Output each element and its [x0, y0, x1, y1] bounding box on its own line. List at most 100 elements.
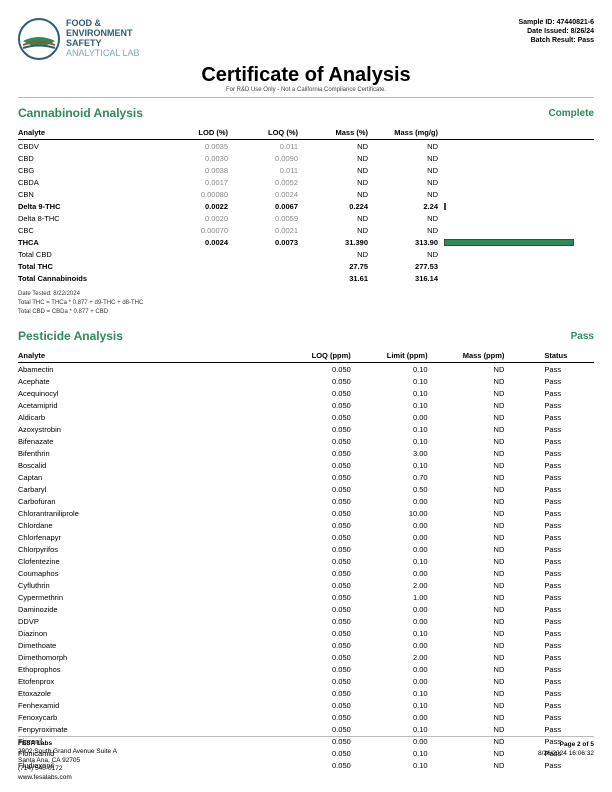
footer-addr2: Santa Ana, CA 92705 [18, 757, 117, 765]
cell: 0.00 [351, 531, 428, 543]
cell: 0.10 [351, 375, 428, 387]
cell: ND [428, 663, 505, 675]
cell: 0.00080 [158, 188, 228, 200]
col-header: LOQ (%) [228, 126, 298, 140]
table-row: Bifenthrin0.0503.00NDPass [18, 447, 594, 459]
cell: 0.0090 [228, 152, 298, 164]
cell: 277.53 [368, 260, 438, 272]
cell: Pass [504, 663, 594, 675]
cell: Carbofuran [18, 495, 274, 507]
cell: Pass [504, 651, 594, 663]
cell: 3.00 [351, 447, 428, 459]
cell: ND [428, 711, 505, 723]
table-row: Chlorantraniliprole0.05010.00NDPass [18, 507, 594, 519]
table-row: Diazinon0.0500.10NDPass [18, 627, 594, 639]
col-header: LOQ (ppm) [274, 349, 351, 363]
cell: 0.050 [274, 615, 351, 627]
cell: 0.0067 [228, 200, 298, 212]
page-subtitle: For R&D Use Only - Not a California Comp… [18, 87, 594, 93]
table-row: DDVP0.0500.00NDPass [18, 615, 594, 627]
cell: Pass [504, 423, 594, 435]
cell: Pass [504, 711, 594, 723]
cell: 0.00 [351, 603, 428, 615]
cell: Pass [504, 375, 594, 387]
cell: 0.050 [274, 723, 351, 735]
cell: 0.10 [351, 687, 428, 699]
table-row: Total Cannabinoids31.61316.14 [18, 272, 594, 284]
cell: CBDA [18, 176, 158, 188]
cell: 0.050 [274, 687, 351, 699]
col-header: Analyte [18, 126, 158, 140]
cell: 0.050 [274, 555, 351, 567]
table-row: Delta 8-THC0.00200.0059NDND [18, 212, 594, 224]
cell: 0.050 [274, 531, 351, 543]
cell: ND [368, 224, 438, 236]
cannabinoid-status: Complete [548, 108, 594, 119]
cell: 0.050 [274, 399, 351, 411]
cell: 0.050 [274, 603, 351, 615]
page-title: Certificate of Analysis [18, 64, 594, 87]
cell: ND [428, 687, 505, 699]
divider [18, 97, 594, 98]
cell: 0.00070 [158, 224, 228, 236]
cell: Acetamiprid [18, 399, 274, 411]
cell: 2.00 [351, 579, 428, 591]
cell: 31.390 [298, 236, 368, 248]
cell: Pass [504, 483, 594, 495]
cell: 0.70 [351, 471, 428, 483]
cell: Pass [504, 447, 594, 459]
cell: 0.0024 [158, 236, 228, 248]
cannabinoid-title: Cannabinoid Analysis [18, 106, 143, 120]
cell: Chlorfenapyr [18, 531, 274, 543]
footer-page: Page 2 of 5 [538, 740, 594, 749]
cell [158, 248, 228, 260]
cell: 0.050 [274, 483, 351, 495]
cell: Etofenprox [18, 675, 274, 687]
bar-cell [438, 200, 594, 212]
bar-cell [438, 140, 594, 153]
cell: ND [368, 248, 438, 260]
cell: Delta 9-THC [18, 200, 158, 212]
sample-id: Sample ID: 47440821-6 [519, 18, 595, 27]
cell: ND [428, 423, 505, 435]
cell: 0.0038 [158, 164, 228, 176]
date-issued: Date Issued: 8/26/24 [519, 27, 595, 36]
bar-cell [438, 236, 594, 248]
cell: 0.0073 [228, 236, 298, 248]
note-line: Total CBD = CBDa * 0.877 + CBD [18, 308, 594, 317]
table-row: Cyfluthrin0.0502.00NDPass [18, 579, 594, 591]
cell: ND [428, 375, 505, 387]
col-header: Limit (ppm) [351, 349, 428, 363]
cell: Pass [504, 363, 594, 376]
table-row: CBDA0.00170.0052NDND [18, 176, 594, 188]
cell: ND [428, 675, 505, 687]
cell: Clofentezine [18, 555, 274, 567]
cell: 0.00 [351, 663, 428, 675]
cell: Pass [504, 435, 594, 447]
cell: 0.050 [274, 567, 351, 579]
cell: 0.050 [274, 423, 351, 435]
cell: 0.0021 [228, 224, 298, 236]
cell: ND [428, 387, 505, 399]
cell: Pass [504, 411, 594, 423]
cell: ND [428, 699, 505, 711]
cell: Aldicarb [18, 411, 274, 423]
cell: Pass [504, 507, 594, 519]
logo-area: FOOD & ENVIRONMENT SAFETY ANALYTICAL LAB [18, 18, 140, 60]
cell: 0.10 [351, 723, 428, 735]
footer-addr1: 2002 South Grand Avenue Suite A [18, 748, 117, 756]
cell: 0.00 [351, 543, 428, 555]
footer-stamp: 8/26/2024 16:06:32 [538, 749, 594, 758]
org-name: FOOD & ENVIRONMENT SAFETY ANALYTICAL LAB [66, 19, 140, 59]
table-row: Cypermethrin0.0501.00NDPass [18, 591, 594, 603]
cell: Fenhexamid [18, 699, 274, 711]
cell: 0.050 [274, 591, 351, 603]
cell: Total Cannabinoids [18, 272, 158, 284]
cell: 0.050 [274, 699, 351, 711]
cell: Chlorantraniliprole [18, 507, 274, 519]
cell: ND [368, 140, 438, 153]
cell: ND [298, 152, 368, 164]
cell: 0.00 [351, 639, 428, 651]
col-header: Mass (mg/g) [368, 126, 438, 140]
table-row: Dimethoate0.0500.00NDPass [18, 639, 594, 651]
